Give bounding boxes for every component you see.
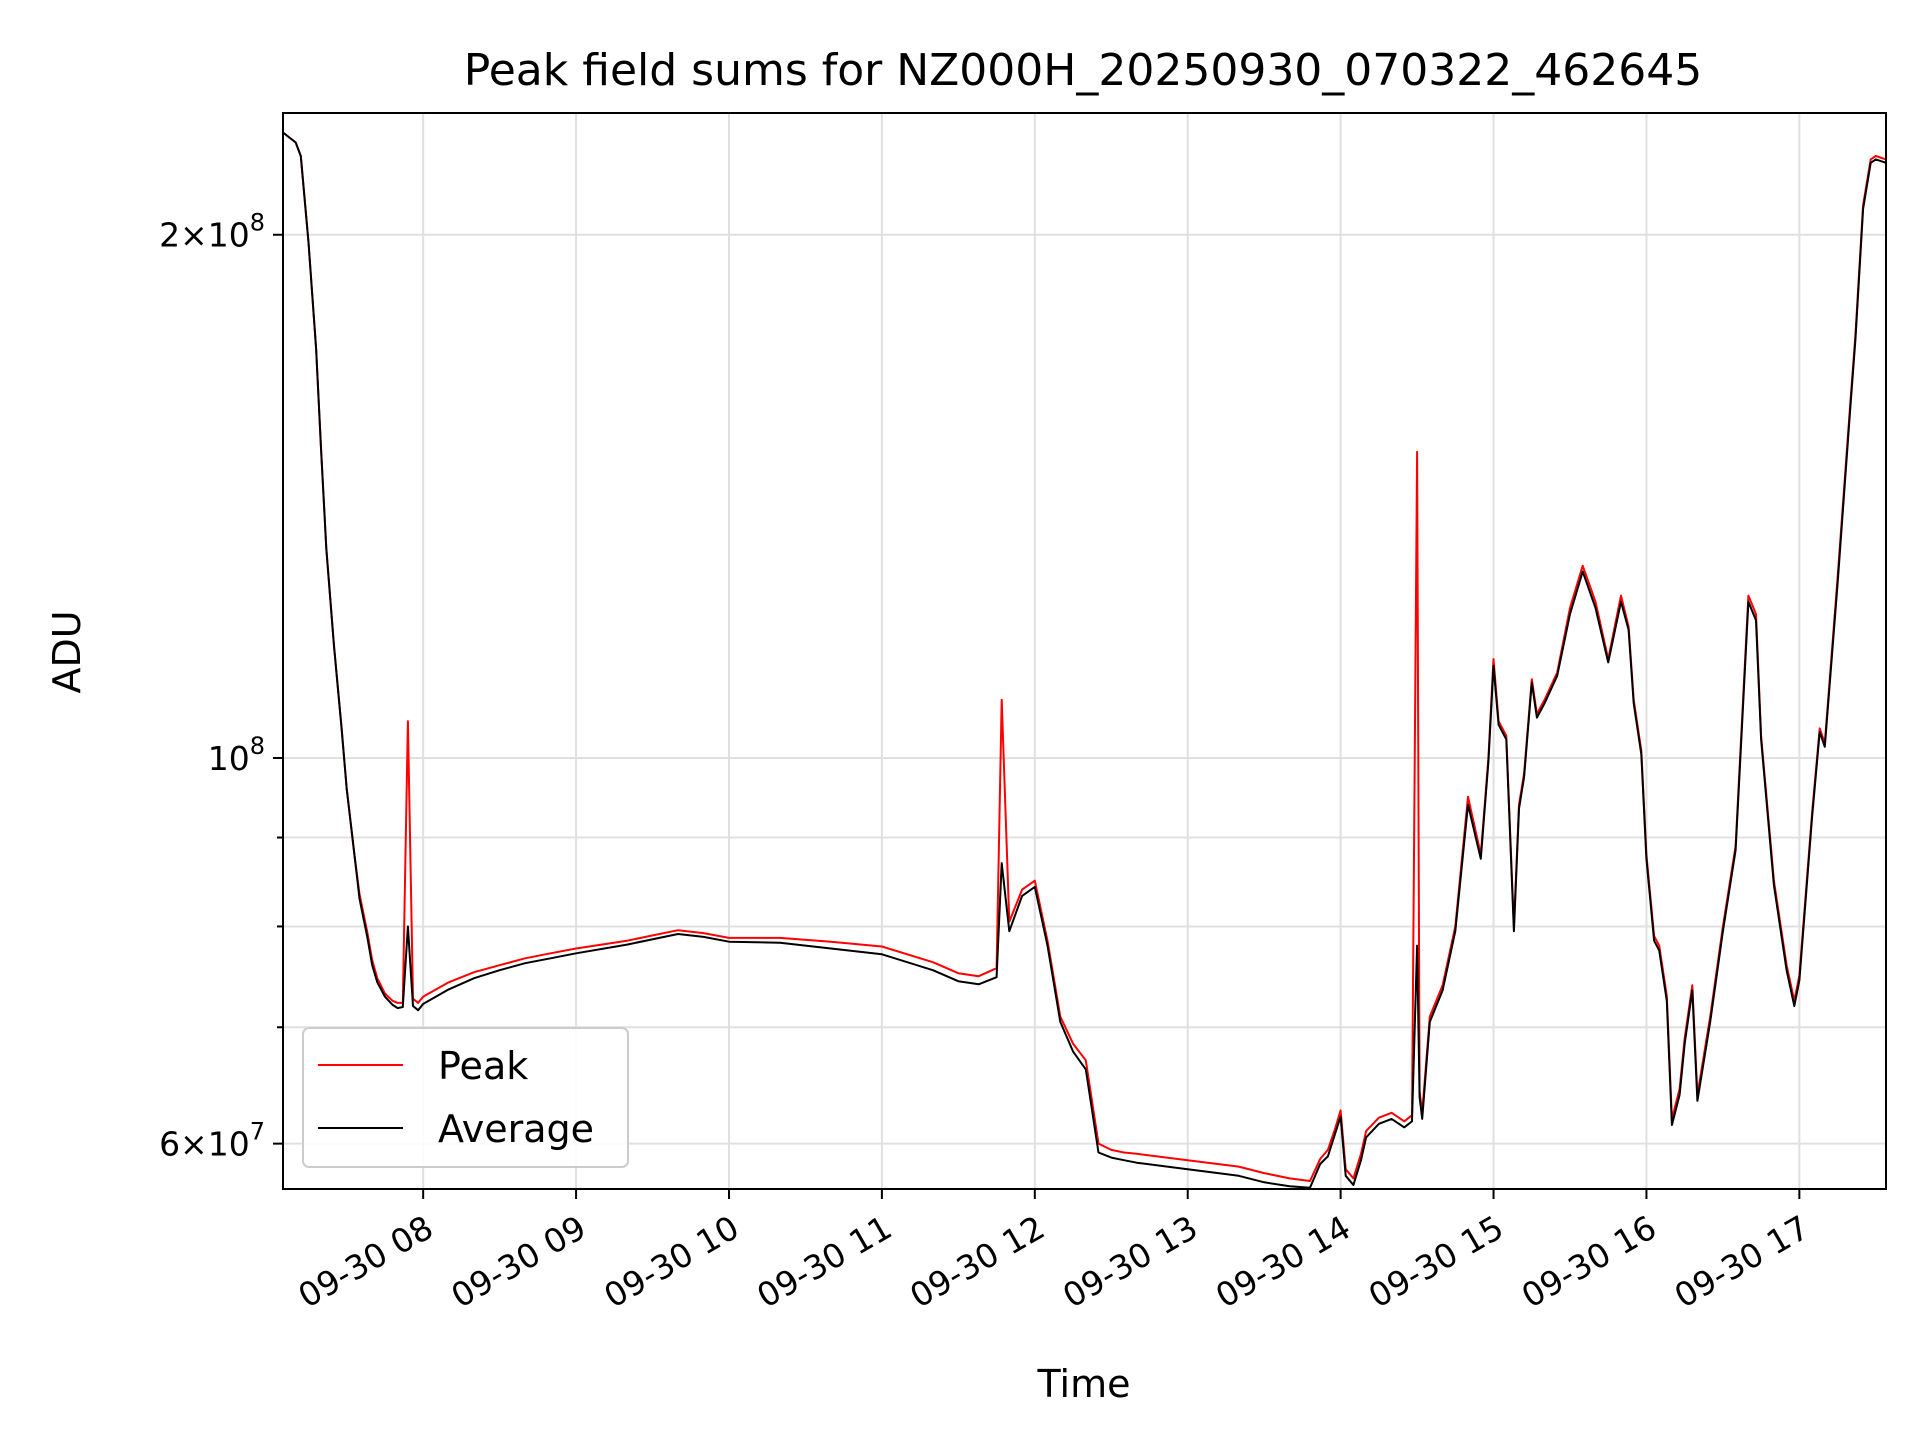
y-tick-exp: 7: [250, 1118, 265, 1146]
legend-box: [302, 1027, 629, 1168]
plot-frame: [282, 112, 1887, 1190]
y-tick-label: 6×107: [159, 1118, 265, 1164]
x-axis-label: Time: [1037, 1362, 1131, 1406]
y-tick-mult: 6×: [159, 1125, 208, 1164]
series-group: [282, 131, 1887, 1189]
series-line-average: [282, 131, 1887, 1189]
y-tick-base: 10: [208, 1125, 250, 1164]
y-tick-exp: 8: [250, 732, 265, 760]
y-tick-label: 108: [208, 732, 265, 778]
y-tick-label: 2×108: [159, 209, 265, 255]
legend-label-average: Average: [438, 1107, 594, 1151]
y-tick-exp: 8: [250, 209, 265, 237]
legend: Peak Average: [302, 1027, 629, 1168]
chart-title: Peak field sums for NZ000H_20250930_0703…: [464, 45, 1702, 96]
y-tick-base: 10: [208, 216, 250, 255]
y-tick-base: 10: [208, 739, 250, 778]
y-axis-label: ADU: [45, 610, 89, 693]
legend-label-peak: Peak: [438, 1044, 528, 1088]
y-tick-mult: 2×: [159, 216, 208, 255]
